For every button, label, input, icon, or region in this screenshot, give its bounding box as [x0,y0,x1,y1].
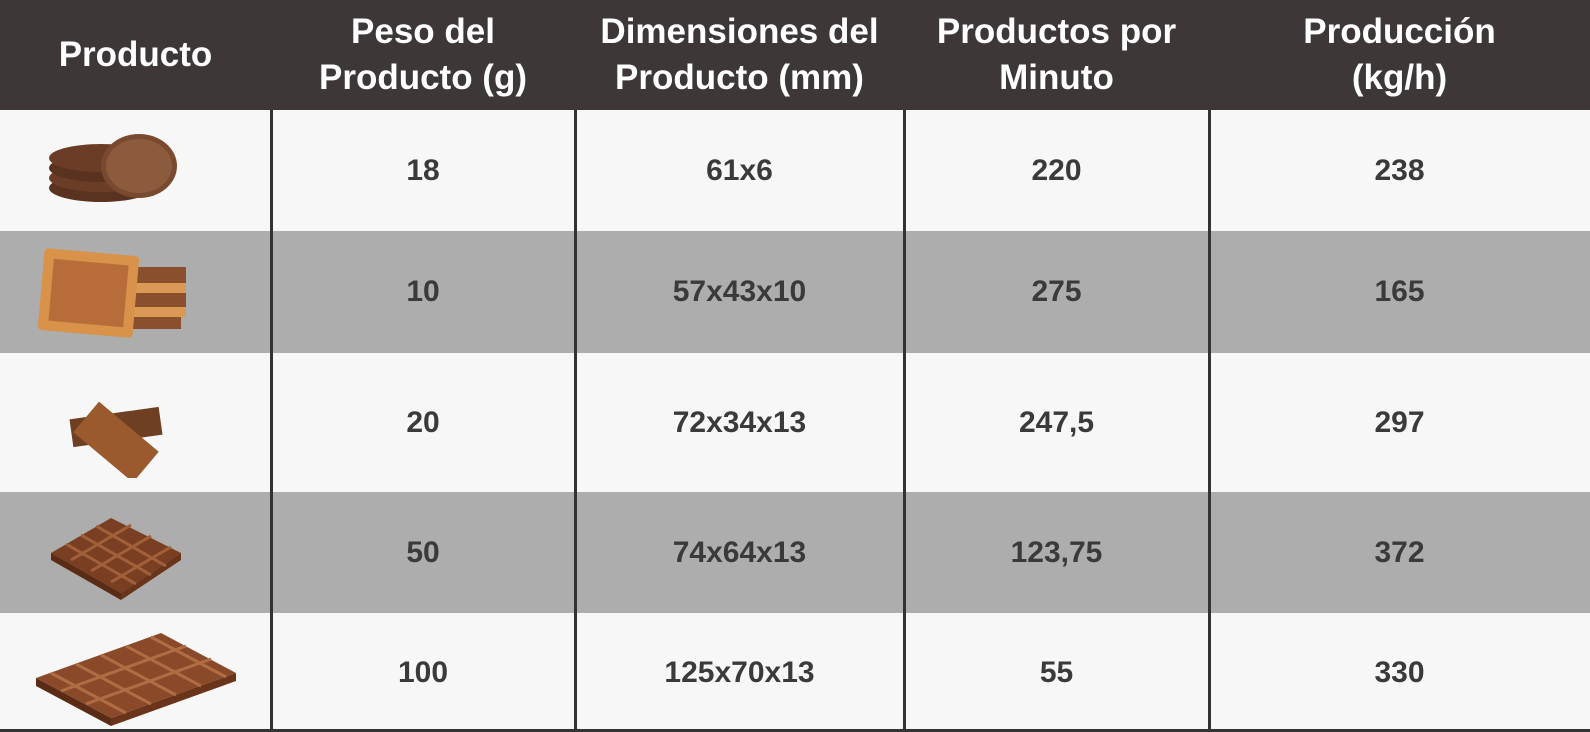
header-text: Peso del Producto (g) [318,12,528,97]
table-cell: 220 [1031,153,1082,187]
table-cell: 20 [406,405,440,439]
product-icon [35,632,236,726]
header-text: Productos por Minuto [936,12,1177,97]
row-background [0,353,1590,492]
column-divider [574,110,577,732]
header-cell: Producto [0,0,271,110]
bottom-border [0,729,1590,732]
table-cell: 61x6 [706,153,773,187]
row-background [0,231,1590,353]
product-icon [50,517,181,600]
product-icon [37,248,186,338]
table-cell: 125x70x13 [664,655,815,689]
table-cell: 57x43x10 [672,275,807,308]
column-divider [270,110,273,732]
header-cell: Peso del Producto (g) [271,0,575,110]
table-cell: 74x64x13 [672,535,807,569]
product-image [0,231,271,353]
header-text: Producto [58,35,213,74]
table-cell: 247,5 [1018,405,1095,439]
product-icon [68,401,163,478]
row-background [0,492,1590,613]
table-cell: 18 [406,153,440,187]
column-divider [1208,110,1211,732]
header-cell: Productos por Minuto [904,0,1209,110]
header-text: Producción (kg/h) [1303,12,1496,97]
row-background [0,110,1590,231]
product-image [0,492,271,613]
table-cell: 123,75 [1010,535,1103,569]
product-image [0,353,271,492]
table-cell: 10 [406,275,440,308]
table-cell: 372 [1374,535,1425,569]
header-cell: Dimensiones del Producto (mm) [575,0,904,110]
product-image [0,613,271,732]
table-cell: 72x34x13 [672,405,807,439]
table-cell: 275 [1031,275,1082,308]
header-text: Dimensiones del Producto (mm) [600,12,879,97]
table-cell: 330 [1374,655,1425,689]
table-cell: 100 [397,655,449,689]
column-divider [903,110,906,732]
table-cell: 50 [406,535,440,569]
table-cell: 165 [1374,275,1425,308]
header-cell: Producción (kg/h) [1209,0,1590,110]
table-cell: 238 [1374,153,1425,187]
product-image [0,110,271,231]
table-cell: 55 [1039,655,1074,689]
product-icon [48,133,177,202]
row-background [0,613,1590,732]
table-cell: 297 [1374,405,1425,439]
